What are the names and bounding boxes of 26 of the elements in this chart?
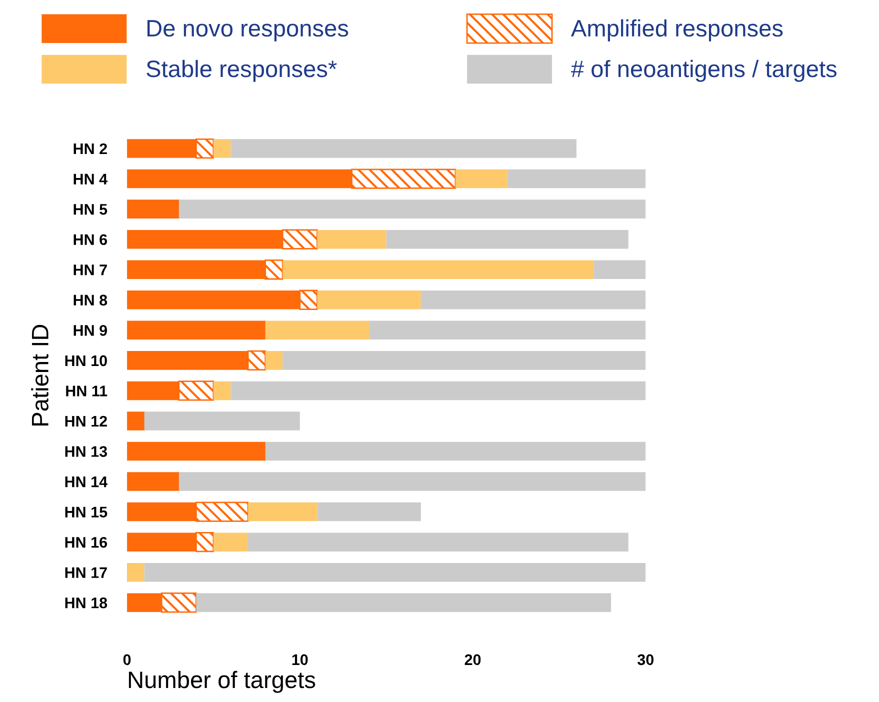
x-tick-label: 10 (292, 654, 308, 666)
x-tick-label: 0 (123, 654, 131, 666)
legend-label: Amplified responses (570, 19, 783, 42)
y-tick-label: HN 17 (65, 567, 107, 578)
y-tick-label: HN 15 (65, 506, 108, 518)
x-axis-title: Number of targets (128, 670, 316, 693)
y-axis-title: Patient ID (31, 324, 48, 426)
y-tick-label: HN 10 (65, 355, 107, 366)
y-tick-label: HN 16 (65, 536, 108, 548)
x-tick-label: 30 (637, 654, 654, 666)
y-tick-label: HN 4 (74, 174, 108, 184)
y-tick-label: HN 13 (65, 446, 108, 457)
y-tick-label: HN 18 (65, 597, 108, 608)
y-tick-label: HN 5 (74, 204, 108, 215)
y-tick-label: HN 14 (65, 476, 108, 488)
y-tick-label: HN 8 (74, 294, 108, 306)
y-tick-label: HN 7 (74, 264, 107, 276)
y-tick-label: HN 2 (74, 143, 107, 154)
legend-label: Stable responses* (146, 60, 337, 82)
legend-label: De novo responses (147, 20, 348, 42)
y-tick-label: HN 12 (65, 416, 107, 427)
y-tick-label: HN 11 (66, 386, 108, 396)
y-tick-label: HN 9 (74, 325, 108, 336)
y-tick-label: HN 6 (74, 234, 108, 246)
x-tick-label: 20 (464, 654, 481, 666)
legend-label: # of neoantigens / targets (571, 60, 837, 82)
